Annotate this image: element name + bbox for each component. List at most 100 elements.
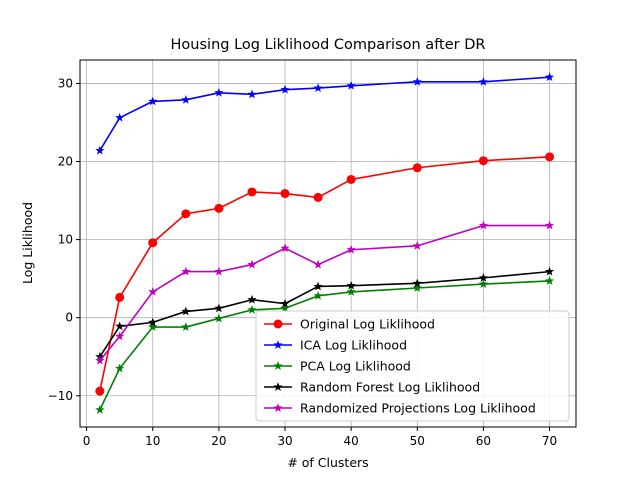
data-point bbox=[115, 112, 125, 122]
data-point bbox=[346, 174, 356, 184]
data-point bbox=[346, 287, 356, 296]
series-line bbox=[99, 76, 550, 151]
data-point bbox=[181, 209, 191, 219]
series-pca-log-liklihood bbox=[95, 276, 555, 414]
series-original-log-liklihood bbox=[95, 152, 555, 396]
data-point bbox=[148, 287, 158, 296]
data-point bbox=[478, 77, 488, 86]
data-point bbox=[544, 72, 555, 82]
legend-label: ICA Log Liklihood bbox=[300, 338, 407, 353]
data-point bbox=[95, 386, 105, 396]
data-point bbox=[214, 313, 224, 323]
legend-marker bbox=[273, 403, 283, 412]
x-tick-label: 30 bbox=[277, 434, 292, 448]
data-point bbox=[247, 259, 257, 269]
data-point bbox=[214, 266, 224, 276]
data-point bbox=[412, 241, 422, 250]
series-line bbox=[99, 224, 550, 362]
data-point bbox=[313, 259, 323, 269]
data-point bbox=[247, 187, 257, 197]
data-point bbox=[181, 306, 191, 316]
data-point bbox=[115, 321, 125, 331]
legend-label: Original Log Liklihood bbox=[300, 317, 435, 332]
legend-marker bbox=[273, 340, 283, 349]
data-point bbox=[313, 291, 323, 300]
data-point bbox=[115, 363, 125, 373]
data-point bbox=[346, 80, 356, 90]
data-point bbox=[247, 89, 257, 99]
data-point bbox=[95, 405, 105, 414]
legend-entry: ICA Log Liklihood bbox=[264, 338, 407, 353]
series-ica-log-liklihood bbox=[95, 72, 555, 155]
series-randomized-projections-log-liklihood bbox=[95, 220, 555, 365]
data-point bbox=[148, 96, 158, 106]
x-tick-label: 50 bbox=[410, 434, 425, 448]
plot-area bbox=[79, 59, 577, 428]
data-point bbox=[545, 152, 555, 162]
series-layer bbox=[95, 72, 555, 414]
data-point bbox=[280, 298, 290, 308]
series-line bbox=[99, 270, 550, 358]
data-point bbox=[478, 273, 488, 282]
legend-entry: Random Forest Log Liklihood bbox=[264, 380, 480, 395]
y-tick-label: −10 bbox=[48, 389, 73, 403]
y-tick-label: 0 bbox=[65, 311, 73, 325]
data-point bbox=[148, 238, 158, 248]
data-point bbox=[313, 83, 323, 92]
data-point bbox=[544, 266, 555, 276]
legend-box bbox=[255, 310, 570, 422]
legend: Original Log Liklihood ICA Log Liklihood P… bbox=[255, 310, 570, 422]
data-point bbox=[247, 305, 257, 314]
data-point bbox=[280, 189, 290, 199]
data-point bbox=[181, 266, 191, 276]
data-point bbox=[214, 88, 224, 97]
data-point bbox=[544, 220, 555, 230]
data-point bbox=[214, 203, 224, 213]
data-point bbox=[115, 292, 125, 302]
data-point bbox=[95, 355, 105, 365]
data-point bbox=[95, 145, 105, 155]
data-point bbox=[115, 331, 125, 341]
data-point bbox=[148, 317, 158, 327]
legend-entry: Original Log Liklihood bbox=[264, 317, 435, 332]
series-line bbox=[99, 156, 550, 392]
data-point bbox=[412, 283, 422, 292]
y-tick-label: 30 bbox=[58, 76, 73, 90]
legend-label: PCA Log Liklihood bbox=[300, 359, 411, 374]
data-point bbox=[214, 303, 224, 313]
data-point bbox=[478, 279, 488, 288]
data-point bbox=[412, 163, 422, 173]
y-tick-label: 10 bbox=[58, 233, 73, 247]
data-point bbox=[412, 278, 422, 288]
x-tick-label: 40 bbox=[344, 434, 359, 448]
data-point bbox=[313, 281, 323, 291]
x-tick-label: 70 bbox=[542, 434, 557, 448]
axis-ticks: 0 10 20 30 40 50 60 70 −10 0 10 20 30 bbox=[48, 76, 558, 448]
data-point bbox=[544, 276, 555, 285]
legend-marker bbox=[273, 361, 283, 370]
data-point bbox=[280, 84, 290, 94]
data-point bbox=[346, 244, 356, 254]
y-axis-label: Log Liklihood bbox=[20, 202, 35, 284]
legend-marker bbox=[273, 319, 283, 329]
data-point bbox=[412, 77, 422, 86]
legend-entry: Randomized Projections Log Liklihood bbox=[264, 401, 536, 416]
data-point bbox=[478, 156, 488, 166]
data-point bbox=[247, 294, 257, 304]
y-tick-label: 20 bbox=[58, 155, 73, 169]
data-point bbox=[280, 303, 290, 313]
chart-title: Housing Log Liklihood Comparison after D… bbox=[171, 37, 486, 53]
data-point bbox=[280, 243, 290, 253]
data-point bbox=[313, 192, 323, 202]
series-line bbox=[99, 280, 550, 411]
data-point bbox=[478, 220, 488, 230]
data-point bbox=[148, 322, 158, 331]
data-point bbox=[346, 280, 356, 290]
x-tick-label: 20 bbox=[211, 434, 226, 448]
x-axis-label: # of Clusters bbox=[287, 455, 368, 470]
legend-label: Randomized Projections Log Liklihood bbox=[300, 401, 536, 416]
legend-label: Random Forest Log Liklihood bbox=[300, 380, 480, 395]
data-point bbox=[181, 95, 191, 104]
x-tick-label: 0 bbox=[83, 434, 91, 448]
